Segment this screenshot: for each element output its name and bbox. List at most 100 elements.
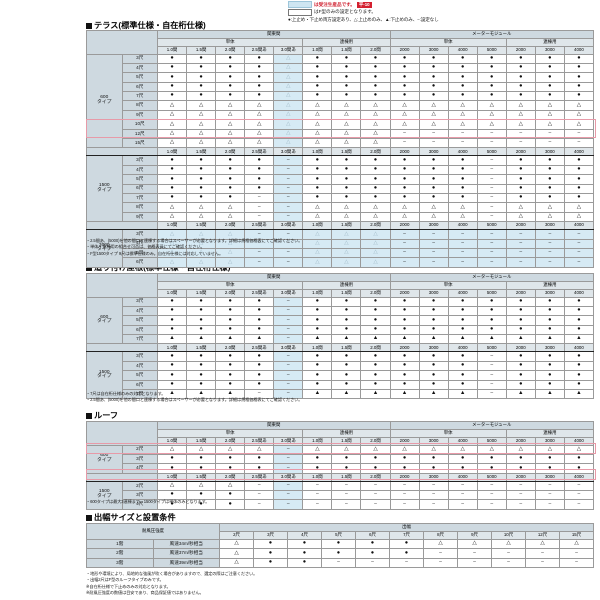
header-col-1.0間: 1.0間 xyxy=(302,436,333,446)
header-sub-single: 単体 xyxy=(389,281,507,290)
spec-mark: ● xyxy=(548,194,552,201)
spec-mark: − xyxy=(490,184,494,191)
spec-mark: △ xyxy=(373,130,378,137)
row-label-2尺: 2尺 xyxy=(121,480,158,492)
spec-cell: △ xyxy=(360,202,391,213)
spec-mark: ● xyxy=(431,194,436,201)
spec-cell: △ xyxy=(331,137,362,149)
spec-mark: ● xyxy=(519,175,523,182)
spec-mark: ● xyxy=(257,316,261,323)
spec-cell: △ xyxy=(215,109,246,121)
spec-mark: △ xyxy=(169,258,175,265)
spec-mark: ● xyxy=(257,64,261,71)
spec-cell: ● xyxy=(215,324,246,336)
row-label-5尺: 5尺 xyxy=(121,315,158,326)
spec-mark: ▲ xyxy=(227,390,233,397)
spec-mark: ● xyxy=(170,500,174,507)
spec-mark: △ xyxy=(547,101,552,108)
spec-cell: − xyxy=(273,490,304,501)
spec-mark: △ xyxy=(373,230,378,237)
spec-mark: △ xyxy=(431,213,436,220)
spec-cell: △ xyxy=(360,238,391,249)
spec-mark: ● xyxy=(336,549,341,556)
spec-mark: △ xyxy=(373,213,378,220)
spec-mark: ● xyxy=(460,175,465,182)
spec-cell: △ xyxy=(534,202,565,213)
section-title-terrace: テラス(標準仕様・自在桁仕様) xyxy=(86,19,206,31)
spec-cell: − xyxy=(563,238,595,249)
spec-mark: ● xyxy=(577,455,581,462)
header-col-2000: 2000 xyxy=(389,288,420,298)
spec-mark: ● xyxy=(490,92,494,99)
spec-mark: △ xyxy=(198,120,204,127)
spec-mark: △ xyxy=(489,111,494,118)
spec-cell: − xyxy=(273,296,304,307)
spec-mark: △ xyxy=(169,239,175,246)
table-row: 600 タイプ 2尺 △ △ △ △ − △ △ △ △ △ △ △ △ △ △ xyxy=(86,444,595,474)
spec-cell: △ xyxy=(244,119,275,130)
spec-cell: ● xyxy=(302,62,333,74)
spec-mark: ● xyxy=(199,371,203,378)
spec-mark: ● xyxy=(460,54,465,61)
spec-mark: △ xyxy=(574,540,579,547)
spec-mark: △ xyxy=(518,213,523,220)
spec-mark: ● xyxy=(577,297,581,304)
spec-mark: △ xyxy=(198,139,204,146)
spec-cell: ● xyxy=(389,91,420,102)
spec-mark: − xyxy=(257,249,261,256)
spec-cell: ● xyxy=(534,315,565,326)
spec-mark: △ xyxy=(228,258,233,265)
spec-mark: ▲ xyxy=(576,335,582,342)
spec-cell: △ xyxy=(447,109,478,121)
spec-mark: ● xyxy=(519,297,523,304)
header-col-5000: 5000 xyxy=(476,288,507,298)
spec-cell: − xyxy=(505,137,536,149)
spec-mark: ● xyxy=(344,381,349,388)
spec-cell: △ xyxy=(418,202,449,213)
spec-cell: ● xyxy=(418,164,449,176)
spec-mark: − xyxy=(540,559,545,566)
spec-mark: ● xyxy=(315,184,320,191)
spec-cell: ● xyxy=(505,370,536,381)
spec-mark: ● xyxy=(431,54,436,61)
spec-mark: − xyxy=(438,549,443,556)
spec-cell: ● xyxy=(360,351,391,362)
spec-mark: ● xyxy=(548,326,552,333)
spec-mark: − xyxy=(490,491,494,498)
spec-mark: ● xyxy=(344,92,349,99)
spec-cell: ● xyxy=(505,62,536,74)
spec-cell: △ xyxy=(389,100,420,111)
spec-cell: ● xyxy=(215,453,246,465)
spec-cell: △ xyxy=(302,238,333,249)
spec-mark: ● xyxy=(228,491,232,498)
spec-cell: ● xyxy=(505,183,536,194)
spec-cell: △ xyxy=(476,100,507,111)
spec-mark: △ xyxy=(198,130,204,137)
spec-mark: − xyxy=(286,482,290,489)
spec-mark: − xyxy=(490,500,494,507)
spec-mark: − xyxy=(490,194,494,201)
spec-mark: ● xyxy=(370,549,375,556)
spec-cell: ● xyxy=(447,81,478,93)
strip-col-1.0間: 1.0間 xyxy=(302,472,333,482)
spec-cell: ● xyxy=(534,360,565,372)
spec-mark: △ xyxy=(198,445,204,452)
spec-mark: ● xyxy=(373,464,378,471)
spec-cell: − xyxy=(273,360,304,372)
spec-mark: ▲ xyxy=(372,335,379,342)
spec-mark: ● xyxy=(315,64,320,71)
strip-col-1.5間: 1.5間 xyxy=(186,343,217,353)
spec-mark: − xyxy=(373,500,378,507)
spec-cell: △ xyxy=(389,119,420,130)
spec-cell: ● xyxy=(389,351,420,362)
header-col-2.0間: 2.0間 xyxy=(360,45,391,55)
header-sub-multi: 連棟用 xyxy=(505,429,595,438)
spec-mark: ● xyxy=(577,371,581,378)
spec-cell: △ xyxy=(302,119,333,130)
spec-cell: △ xyxy=(534,109,565,121)
spec-mark: ▲ xyxy=(372,390,379,397)
spec-cell: − xyxy=(534,137,565,149)
spec-mark: ● xyxy=(402,156,407,163)
spec-cell: − xyxy=(244,192,275,204)
spec-mark: − xyxy=(286,491,290,498)
